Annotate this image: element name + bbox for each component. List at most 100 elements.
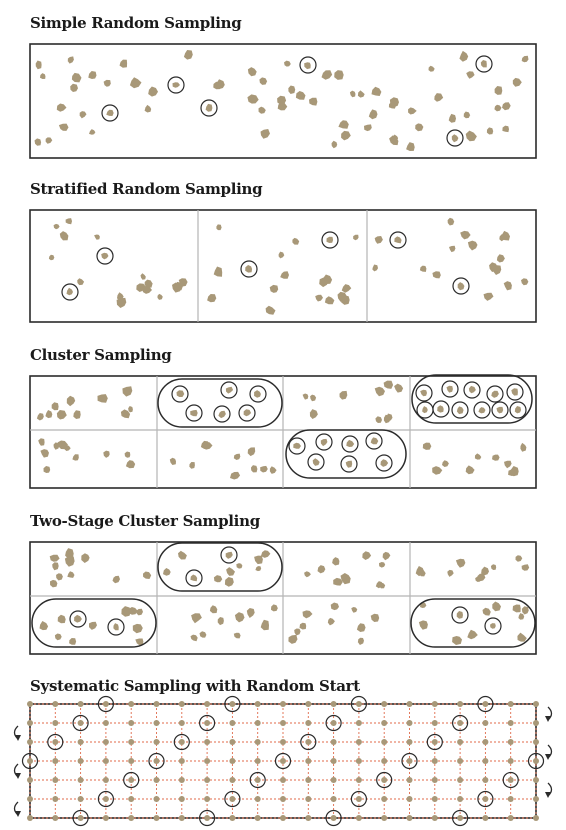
population-unit [77,739,84,745]
population-unit [120,409,131,419]
selected-unit-ring [97,695,115,713]
population-unit [40,449,49,458]
population-unit [349,90,356,98]
population-unit [52,739,59,745]
selected-unit-ring [325,714,342,732]
population-unit [370,613,380,622]
population-unit [190,574,198,582]
population-unit [54,633,62,641]
title-two-stage-cluster-sampling: Two-Stage Cluster Sampling [30,512,260,530]
population-unit [332,557,340,566]
population-unit [136,608,143,616]
population-unit [77,278,85,286]
population-unit [71,72,82,83]
population-unit [356,623,366,632]
population-unit [355,777,362,783]
selected-unit-ring [415,384,433,402]
selected-unit-ring [61,283,79,301]
population-unit [128,758,135,764]
selected-unit-ring [452,809,469,827]
population-unit [490,564,497,570]
selected-unit-ring [72,714,89,732]
population-unit [153,796,160,802]
population-unit [315,294,323,302]
population-unit [153,758,160,764]
population-unit [45,137,53,144]
population-unit [521,606,529,615]
population-unit [178,720,185,726]
population-unit [102,777,109,783]
population-unit [339,390,348,400]
population-unit [406,815,413,821]
population-unit [446,385,453,393]
population-unit [507,701,514,707]
population-unit [89,129,96,135]
population-unit [269,284,279,293]
population-unit [431,701,438,707]
population-unit [375,581,383,589]
population-unit [457,815,464,821]
population-unit [67,571,75,578]
population-unit [355,720,362,726]
population-unit [507,758,514,764]
population-unit [457,720,464,726]
population-unit [442,460,449,467]
population-unit [116,297,127,308]
title-simple-random-sampling: Simple Random Sampling [30,14,242,32]
population-unit [448,113,456,123]
selected-unit-ring [527,752,545,770]
population-unit [229,720,236,726]
population-unit [72,454,79,461]
population-unit [153,720,160,726]
population-unit [312,458,320,466]
population-unit [478,407,486,414]
population-unit [153,777,160,783]
population-unit [319,277,329,288]
population-unit [451,134,459,143]
population-unit [494,86,503,95]
population-unit [355,739,362,745]
population-unit [533,739,539,745]
population-unit [465,465,475,475]
population-unit [64,556,75,567]
selected-unit-ring [96,247,114,265]
selected-unit-ring [350,790,367,808]
population-unit [217,617,224,626]
population-frame [29,209,537,323]
population-unit [121,606,131,617]
population-unit [144,104,152,113]
population-unit [457,739,464,745]
population-unit [406,777,413,783]
population-unit [27,701,33,707]
population-unit [132,623,143,634]
population-unit [457,701,464,707]
population-unit [330,815,337,821]
title-cluster-sampling: Cluster Sampling [30,346,172,364]
population-unit [388,102,396,109]
population-unit [48,254,55,261]
population-unit [466,71,475,79]
population-unit [53,442,60,450]
population-unit [144,279,153,288]
population-unit [119,59,128,68]
selected-unit-ring [502,771,519,789]
population-unit [368,109,378,120]
population-unit [265,305,276,315]
population-unit [269,466,277,474]
selected-unit-ring [220,381,238,399]
population-unit [331,140,338,149]
population-unit [128,815,135,821]
selected-unit-ring [185,569,203,587]
population-unit [113,623,119,631]
population-unit [491,390,499,398]
population-unit [213,575,223,583]
population-unit [533,815,539,821]
title-stratified-random-sampling: Stratified Random Sampling [30,180,263,198]
selected-unit-ring [506,383,524,401]
population-unit [482,758,489,764]
population-unit [43,466,51,473]
population-unit [309,409,318,419]
population-unit [492,265,502,275]
population-unit [176,390,185,397]
population-unit [330,701,337,707]
